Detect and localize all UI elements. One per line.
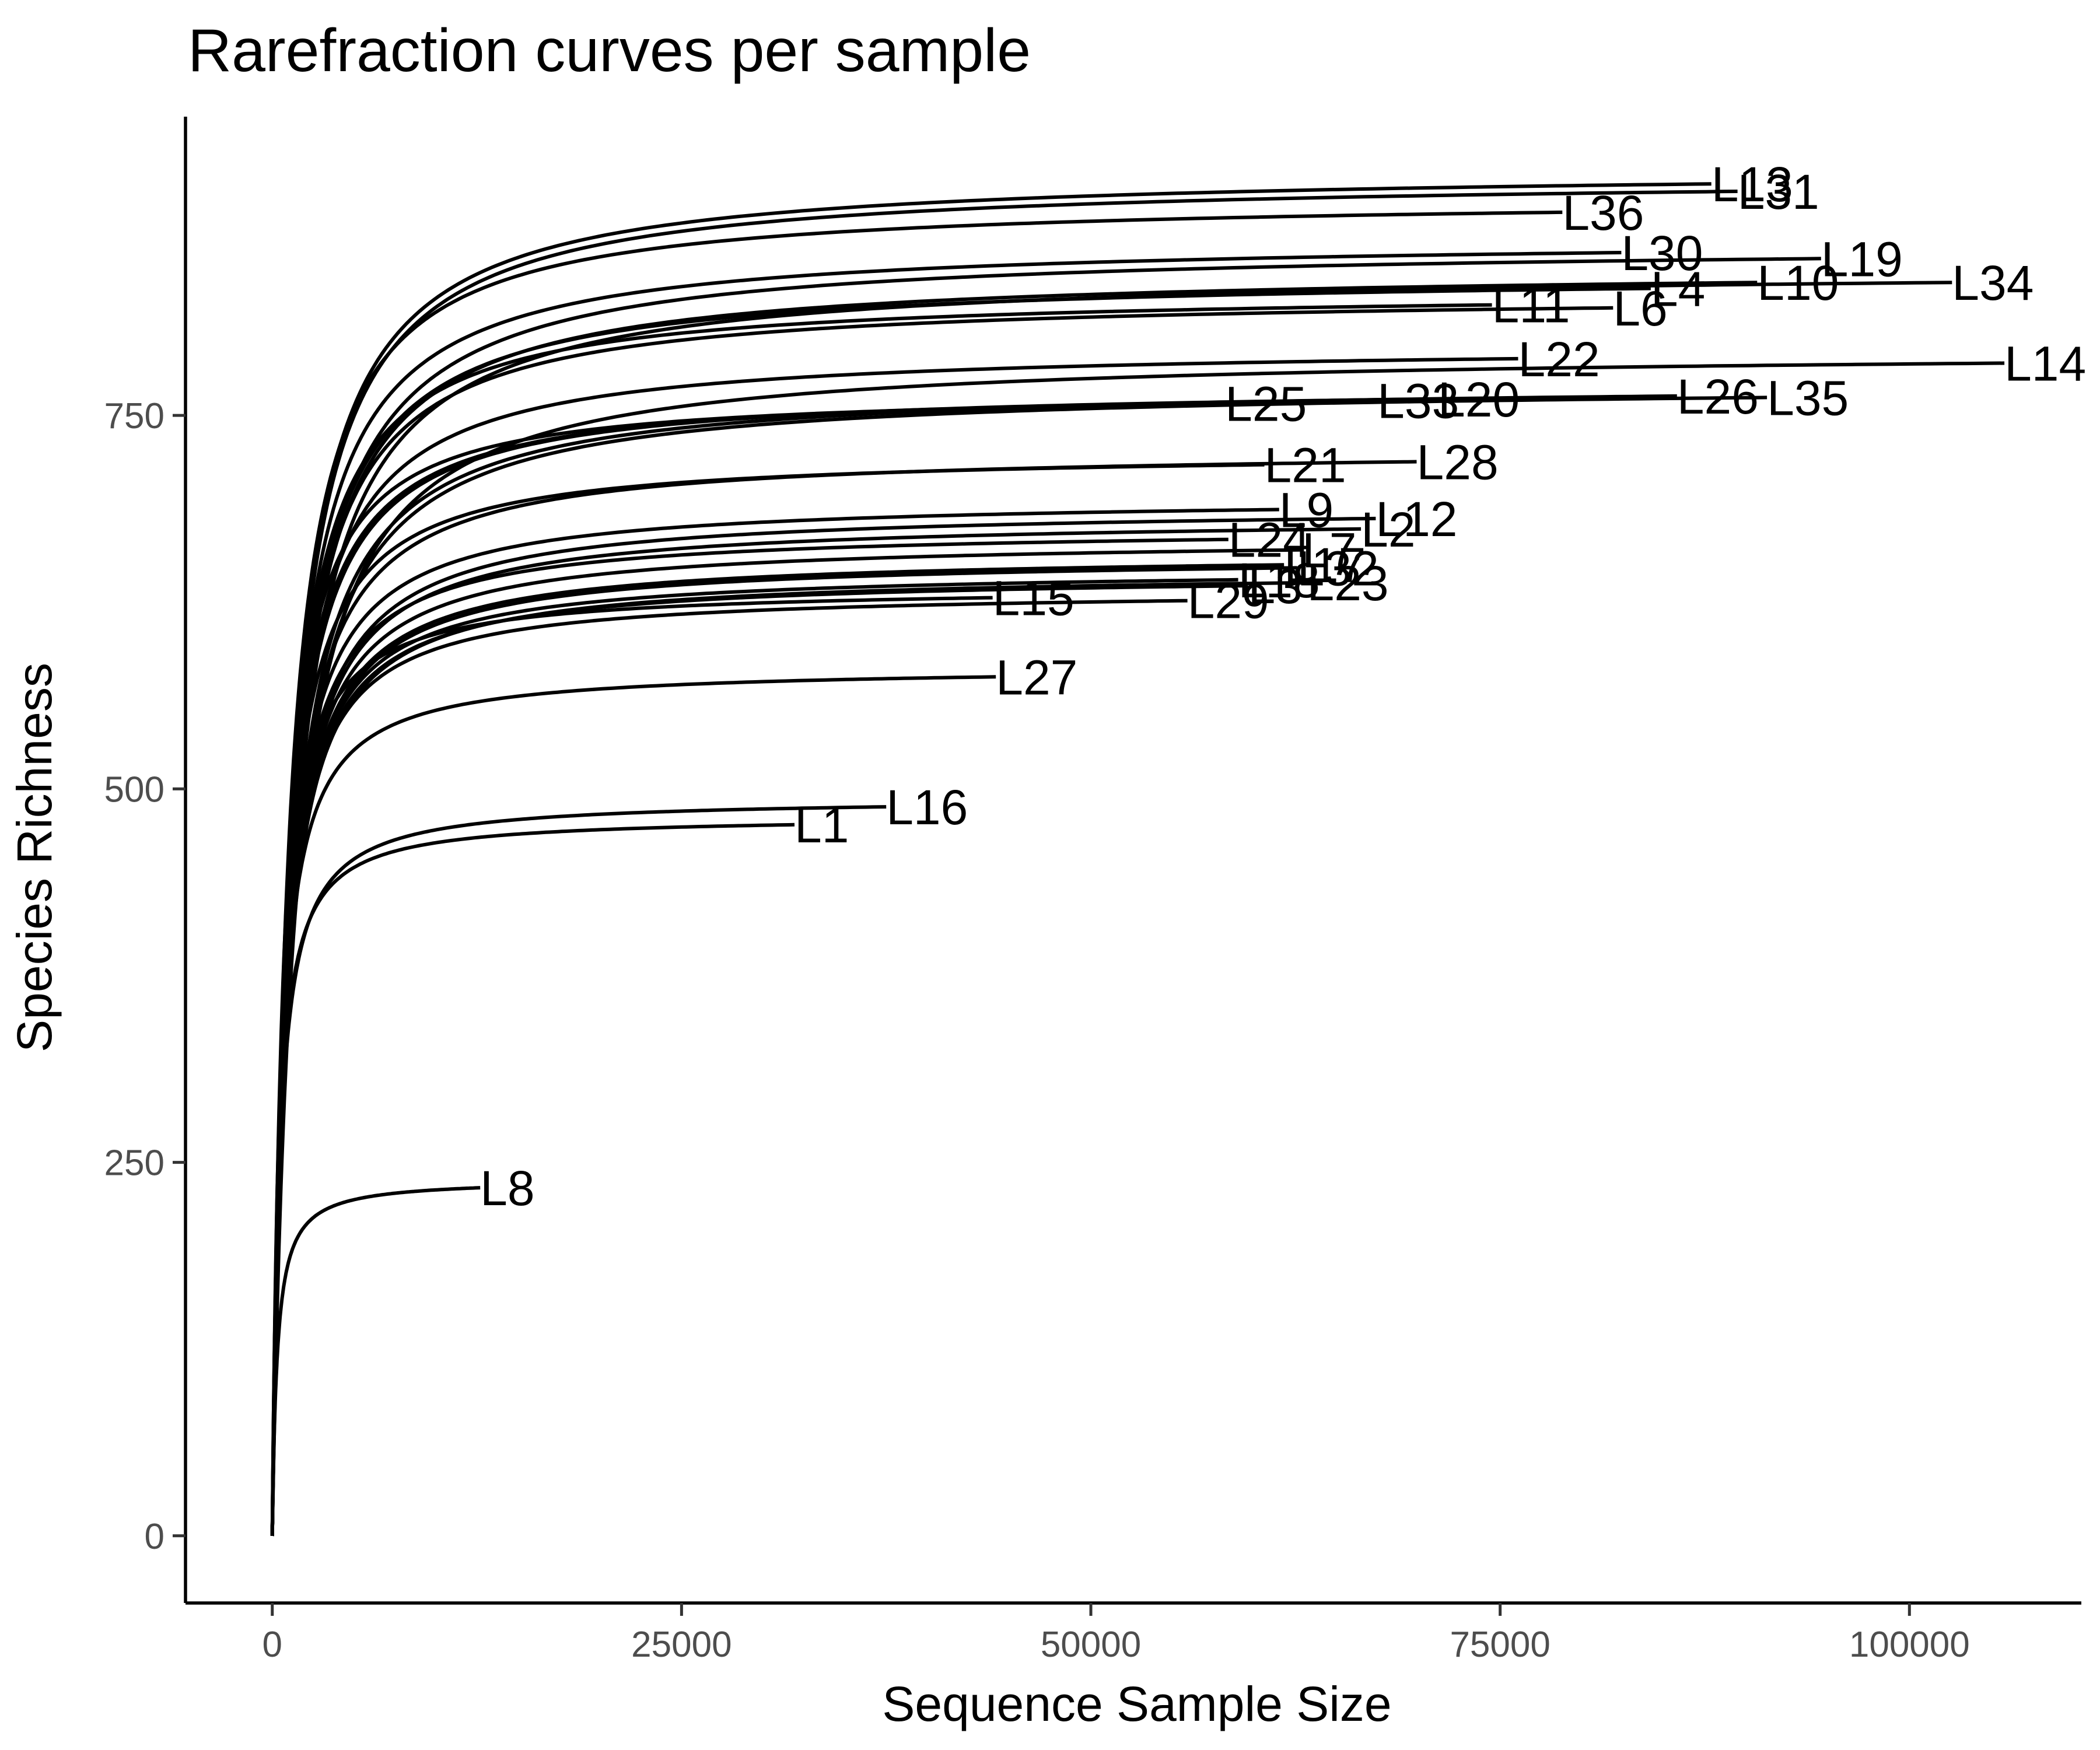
curve-L34 (270, 281, 1952, 1536)
curve-label-L17: L17 (1284, 538, 1366, 593)
curve-L27 (270, 675, 996, 1536)
y-tick-label: 750 (104, 396, 164, 436)
y-axis-title: Species Richness (7, 663, 62, 1052)
curve-label-L12: L12 (1376, 492, 1457, 547)
x-axis: 0 25000 50000 75000 100000 (186, 1601, 2081, 1665)
y-tick-label: 500 (104, 769, 164, 810)
curve-label-L11: L11 (1492, 278, 1570, 333)
curve-L16 (270, 805, 887, 1536)
curve-label-L9: L9 (1279, 482, 1334, 537)
curve-label-L8: L8 (480, 1161, 534, 1216)
curve-label-L22: L22 (1518, 332, 1600, 387)
curve-L25 (270, 401, 1226, 1536)
curve-label-L6: L6 (1613, 281, 1667, 336)
curve-L18 (270, 578, 1238, 1536)
curve-L17 (270, 563, 1284, 1536)
curve-label-L10: L10 (1757, 256, 1839, 310)
chart-title: Rarefraction curves per sample (188, 17, 1031, 85)
curve-label-L30: L30 (1621, 226, 1703, 281)
curve-label-L35: L35 (1767, 370, 1849, 425)
curve-L24 (270, 537, 1228, 1536)
curve-label-L1: L1 (794, 798, 849, 853)
curve-L9 (270, 508, 1279, 1536)
curve-label-L4: L4 (1651, 261, 1705, 316)
curve-label-L13: L13 (1712, 157, 1793, 212)
curve-label-L19: L19 (1821, 232, 1903, 286)
curve-L7 (270, 548, 1303, 1536)
curve-label-L14: L14 (2004, 337, 2086, 391)
curve-label-L2: L2 (1361, 502, 1415, 557)
curve-label-L34: L34 (1952, 256, 2034, 310)
curve-label-L18: L18 (1238, 553, 1320, 608)
y-tick-label: 250 (104, 1143, 164, 1184)
x-axis-title: Sequence Sample Size (882, 1676, 1391, 1731)
curve-label-L16: L16 (886, 780, 968, 835)
curves (270, 182, 2005, 1536)
curve-label-L21: L21 (1265, 438, 1346, 493)
curve-L29 (270, 598, 1188, 1536)
curve-L23 (270, 581, 1307, 1536)
x-tick-label: 75000 (1450, 1625, 1550, 1665)
curve-label-L15: L15 (993, 571, 1074, 626)
curve-label-L20: L20 (1438, 372, 1520, 427)
y-axis: 0 250 500 750 (104, 117, 187, 1603)
x-tick-label: 0 (262, 1625, 282, 1665)
curve-label-L29: L29 (1188, 574, 1269, 629)
curve-label-L31: L31 (1738, 164, 1819, 219)
curve-label-L32: L32 (1297, 541, 1379, 596)
x-tick-label: 25000 (631, 1625, 732, 1665)
curve-label-L33: L33 (1377, 374, 1459, 429)
x-tick-label: 50000 (1041, 1625, 1141, 1665)
curve-L33 (270, 398, 1378, 1536)
x-tick-label: 100000 (1849, 1625, 1970, 1665)
y-tick-label: 0 (145, 1517, 164, 1557)
curve-label-L25: L25 (1225, 377, 1307, 432)
curve-label-L26: L26 (1677, 369, 1759, 424)
curve-label-L3: L3 (1248, 559, 1302, 614)
curve-L3 (270, 584, 1248, 1536)
curve-label-L7: L7 (1302, 523, 1356, 578)
curve-label-L24: L24 (1228, 513, 1310, 568)
curve-L15 (270, 596, 993, 1536)
curve-L1 (270, 822, 795, 1536)
curve-L12 (270, 516, 1376, 1536)
curve-label-L36: L36 (1562, 186, 1644, 240)
curve-label-L23: L23 (1307, 556, 1388, 611)
curve-label-L27: L27 (996, 650, 1077, 705)
curve-L36 (270, 210, 1563, 1536)
curve-label-L28: L28 (1417, 435, 1499, 490)
curve-L8 (270, 1186, 481, 1536)
